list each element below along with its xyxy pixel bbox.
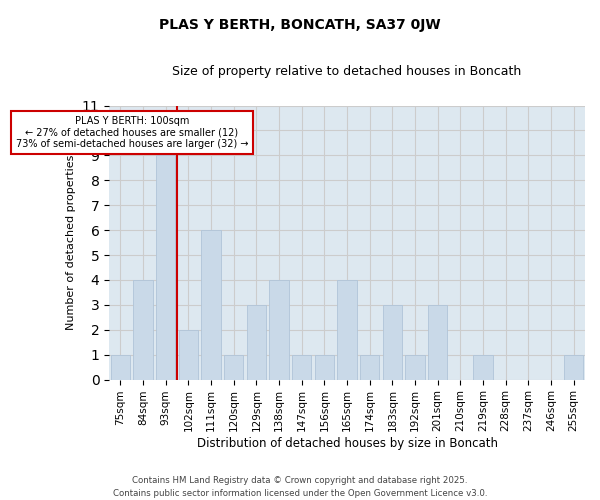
Bar: [383, 305, 402, 380]
Bar: [179, 330, 198, 380]
Bar: [269, 280, 289, 380]
Bar: [156, 156, 175, 380]
Bar: [247, 305, 266, 380]
Y-axis label: Number of detached properties: Number of detached properties: [66, 155, 76, 330]
Text: Contains HM Land Registry data © Crown copyright and database right 2025.
Contai: Contains HM Land Registry data © Crown c…: [113, 476, 487, 498]
Title: Size of property relative to detached houses in Boncath: Size of property relative to detached ho…: [172, 65, 521, 78]
Text: PLAS Y BERTH, BONCATH, SA37 0JW: PLAS Y BERTH, BONCATH, SA37 0JW: [159, 18, 441, 32]
Bar: [292, 354, 311, 380]
Bar: [337, 280, 356, 380]
Text: PLAS Y BERTH: 100sqm
← 27% of detached houses are smaller (12)
73% of semi-detac: PLAS Y BERTH: 100sqm ← 27% of detached h…: [16, 116, 248, 148]
X-axis label: Distribution of detached houses by size in Boncath: Distribution of detached houses by size …: [197, 437, 497, 450]
Bar: [315, 354, 334, 380]
Bar: [111, 354, 130, 380]
Bar: [224, 354, 244, 380]
Bar: [428, 305, 448, 380]
Bar: [406, 354, 425, 380]
Bar: [133, 280, 153, 380]
Bar: [202, 230, 221, 380]
Bar: [564, 354, 583, 380]
Bar: [473, 354, 493, 380]
Bar: [360, 354, 379, 380]
